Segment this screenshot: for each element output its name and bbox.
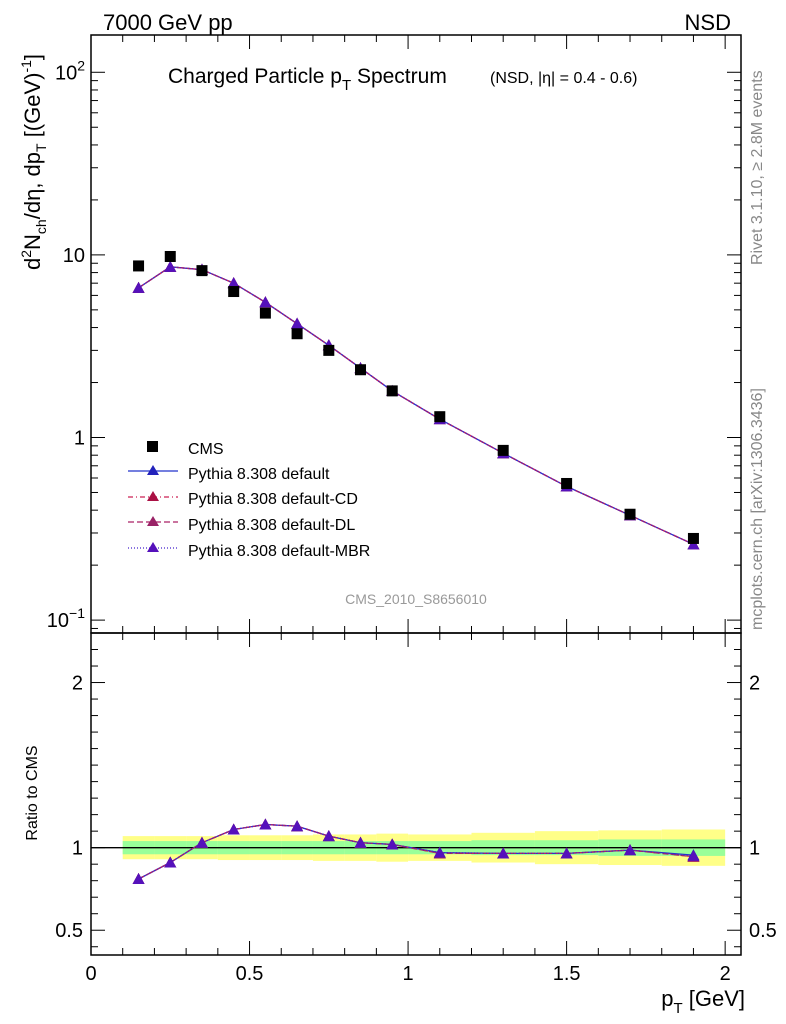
main-series-marker <box>227 277 240 289</box>
main-y-tick-label: 10 <box>63 245 85 267</box>
cms-data-point <box>323 344 335 356</box>
main-series-marker <box>132 281 145 293</box>
legend-label-cms: CMS <box>188 441 224 458</box>
cms-data-point <box>386 385 398 397</box>
ratio-series-marker <box>322 830 335 842</box>
ratio-plot-panel: 0.5 0.51 12 20 0.5 1 1.5 2 Ratio to CMS pT [GeV… <box>24 632 777 1017</box>
ratio-series-marker <box>291 820 304 832</box>
rivet-version-label: Rivet 3.1.10, ≥ 2.8M events <box>749 70 766 265</box>
main-series-marker <box>291 317 304 329</box>
legend-marker-dl <box>147 516 159 526</box>
x-axis-label: pT [GeV] <box>661 986 745 1017</box>
main-y-tick-label-base: 10 <box>47 610 69 632</box>
cms-data-point <box>687 532 699 544</box>
main-y-tick-label-base: 1 <box>74 427 85 449</box>
main-y-tick-label: 1 <box>74 427 85 449</box>
ratio-series-marker <box>560 847 573 859</box>
mcplots-label: mcplots.cern.ch [arXiv:1306.3436] <box>749 388 766 630</box>
legend-label-default: Pythia 8.308 default <box>188 466 330 483</box>
cms-data-point <box>133 260 145 272</box>
ratio-series-marker <box>132 873 145 885</box>
header-right-label: NSD <box>685 10 731 35</box>
ratio-series-marker <box>164 856 177 868</box>
ratio-y-tick-label-left: 2 <box>72 673 83 695</box>
x-tick-label: 1 <box>403 963 414 985</box>
ratio-series-marker <box>195 836 208 848</box>
ratio-series-marker <box>497 847 510 859</box>
ratio-y-tick-label-right: 2 <box>749 673 760 695</box>
legend-label-mbr: Pythia 8.308 default-MBR <box>188 543 370 560</box>
ratio-series-line <box>138 823 694 880</box>
ratio-y-tick-label-left: 1 <box>72 838 83 860</box>
legend-marker-default <box>147 465 159 475</box>
main-y-tick-label: 102 <box>55 57 85 84</box>
legend-marker-cms <box>147 441 158 452</box>
ratio-series-marker <box>227 823 240 835</box>
legend: CMS Pythia 8.308 default Pythia 8.308 de… <box>128 441 370 560</box>
cms-data-point <box>228 286 240 298</box>
ratio-y-tick-label-right: 1 <box>749 838 760 860</box>
cms-data-point <box>291 328 303 340</box>
ratio-series-marker <box>624 844 637 856</box>
ratio-series-marker <box>354 836 367 848</box>
cms-data-point <box>624 508 636 520</box>
legend-marker-cd <box>147 491 159 501</box>
cms-data-point <box>561 477 573 489</box>
ratio-series-marker <box>386 838 399 850</box>
ratio-series-layer <box>132 818 700 885</box>
ratio-series-marker <box>687 849 700 861</box>
cms-data-point <box>259 307 271 319</box>
ratio-uncertainty-bands <box>122 829 726 866</box>
ratio-series-line <box>138 823 694 880</box>
main-series-marker <box>259 296 272 308</box>
cms-data-point <box>497 444 509 456</box>
ratio-y-axis-label: Ratio to CMS <box>24 745 41 840</box>
legend-label-cd: Pythia 8.308 default-CD <box>188 491 358 508</box>
main-data-layer <box>133 250 699 544</box>
cms-data-point <box>355 364 367 376</box>
ratio-axis-ticks: 0.5 0.51 12 20 0.5 1 1.5 2 <box>55 633 777 985</box>
ratio-plot-frame <box>90 632 742 956</box>
cms-data-point <box>164 250 176 262</box>
ratio-y-tick-label-left: 0.5 <box>55 920 83 942</box>
main-y-axis-label: d2Nch/dη, dpT [(GeV)-1] <box>18 54 49 270</box>
main-series-marker <box>164 260 177 272</box>
x-tick-label: 0.5 <box>236 963 264 985</box>
ratio-series-marker <box>259 818 272 830</box>
chart-title-extra: (NSD, |η| = 0.4 - 0.6) <box>490 70 637 87</box>
x-tick-label: 0 <box>85 963 96 985</box>
chart-title: Charged Particle pT Spectrum <box>168 65 447 94</box>
main-y-tick-label: 10−1 <box>47 605 85 632</box>
header-left-label: 7000 GeV pp <box>103 10 233 35</box>
legend-label-dl: Pythia 8.308 default-DL <box>188 517 355 534</box>
analysis-watermark: CMS_2010_S8656010 <box>345 591 487 607</box>
ratio-series-marker <box>433 846 446 858</box>
x-tick-label: 1.5 <box>553 963 581 985</box>
cms-data-point <box>196 265 208 277</box>
main-y-tick-label-exp: 2 <box>77 57 85 73</box>
x-tick-label: 2 <box>720 963 731 985</box>
main-y-tick-label-base: 10 <box>55 62 77 84</box>
cms-data-point <box>434 411 446 423</box>
main-y-tick-label-base: 10 <box>63 245 85 267</box>
main-y-tick-label-exp: −1 <box>69 605 85 621</box>
ratio-y-tick-label-right: 0.5 <box>749 920 777 942</box>
legend-marker-mbr <box>147 542 159 552</box>
